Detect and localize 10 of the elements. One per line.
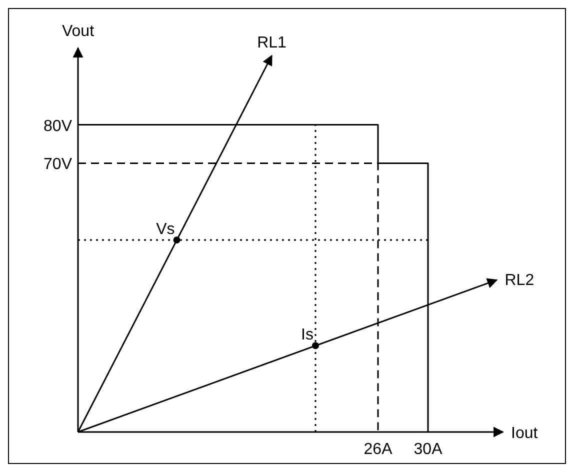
y-axis-title: Vout <box>62 23 95 40</box>
x-axis-title: Iout <box>511 425 538 442</box>
x-tick-label: 26A <box>364 441 393 458</box>
y-tick-label: 70V <box>44 156 72 174</box>
series-label: RL1 <box>257 34 287 52</box>
series-label: RL2 <box>504 272 534 289</box>
annotation: Is <box>301 326 314 344</box>
x-tick-label: 30A <box>414 441 443 458</box>
annotation: Vs <box>156 221 175 238</box>
y-tick-label: 80V <box>44 118 72 135</box>
